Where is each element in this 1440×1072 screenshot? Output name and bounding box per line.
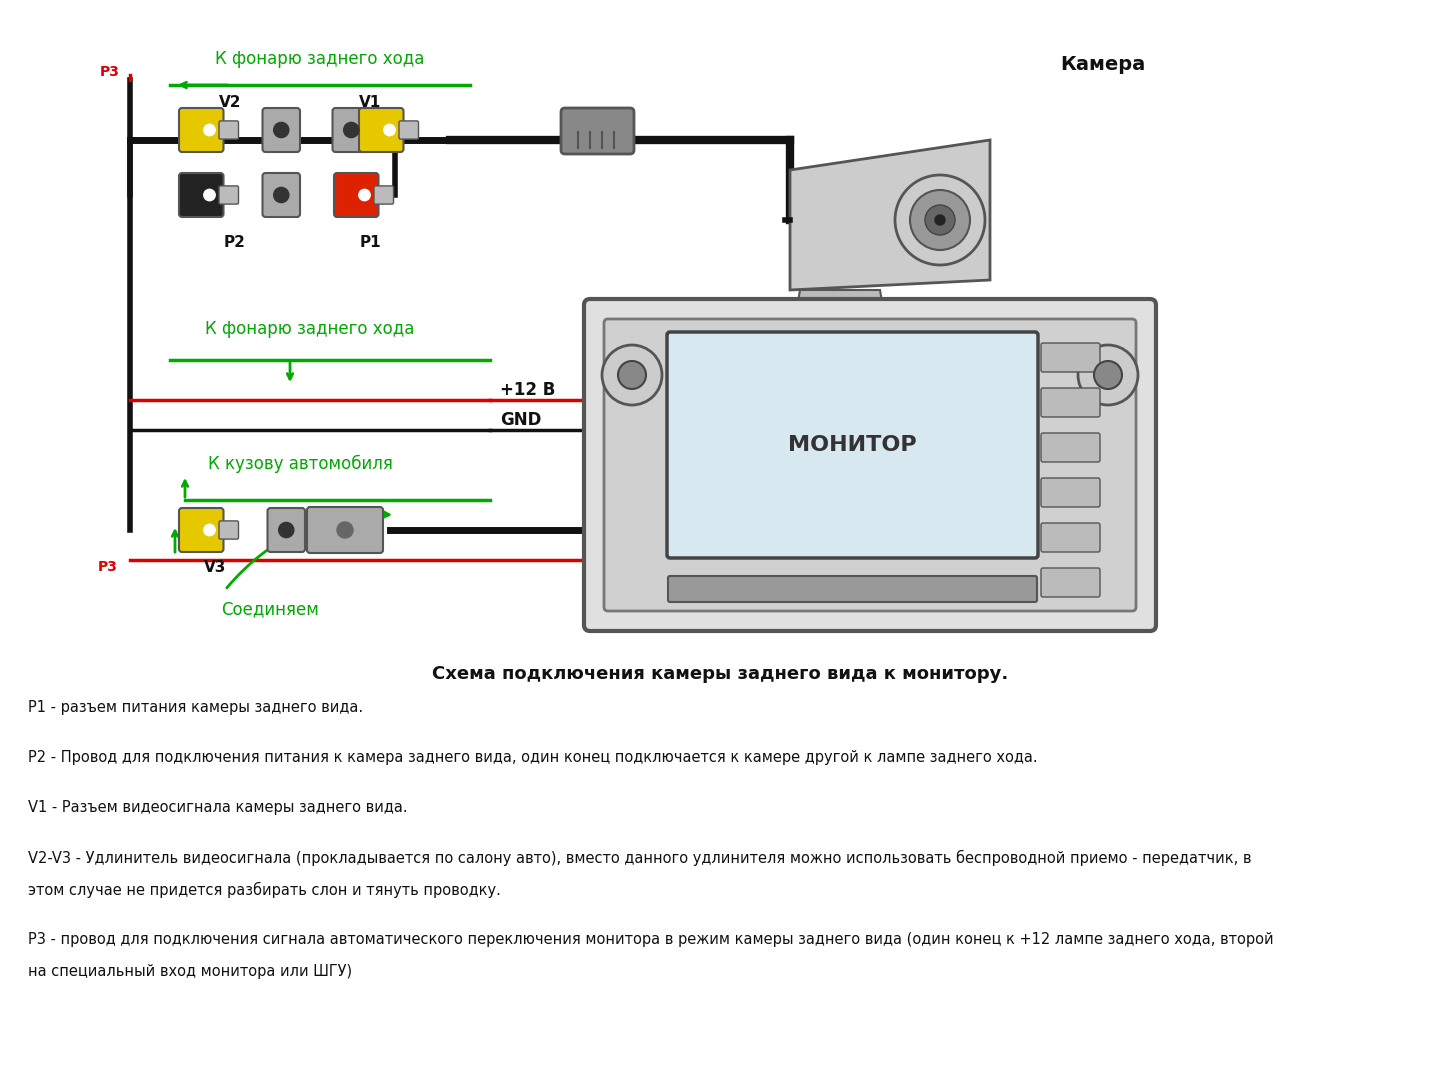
FancyBboxPatch shape	[219, 521, 239, 539]
Text: V3: V3	[204, 560, 226, 575]
Text: V2-V3 - Удлинитель видеосигнала (прокладывается по салону авто), вместо данного : V2-V3 - Удлинитель видеосигнала (проклад…	[27, 850, 1251, 866]
Text: К фонарю заднего хода: К фонарю заднего хода	[206, 321, 415, 338]
Circle shape	[935, 215, 945, 225]
Text: на специальный вход монитора или ШГУ): на специальный вход монитора или ШГУ)	[27, 964, 353, 979]
Text: P3: P3	[98, 560, 118, 574]
FancyBboxPatch shape	[1041, 568, 1100, 597]
Text: +12 В: +12 В	[500, 381, 556, 399]
Text: P2 - Провод для подключения питания к камера заднего вида, один конец подключает: P2 - Провод для подключения питания к ка…	[27, 750, 1038, 765]
FancyBboxPatch shape	[374, 185, 393, 204]
FancyBboxPatch shape	[179, 173, 223, 217]
Circle shape	[618, 361, 647, 389]
Polygon shape	[791, 291, 890, 349]
FancyBboxPatch shape	[262, 173, 300, 217]
Text: GND: GND	[500, 411, 541, 429]
Circle shape	[1079, 345, 1138, 405]
FancyBboxPatch shape	[219, 121, 239, 139]
FancyBboxPatch shape	[262, 108, 300, 152]
FancyBboxPatch shape	[179, 508, 223, 552]
Circle shape	[896, 175, 985, 265]
Text: P1 - разъем питания камеры заднего вида.: P1 - разъем питания камеры заднего вида.	[27, 700, 363, 715]
Circle shape	[279, 522, 294, 537]
FancyBboxPatch shape	[603, 319, 1136, 611]
Circle shape	[274, 122, 289, 137]
FancyBboxPatch shape	[333, 108, 370, 152]
Text: Схема подключения камеры заднего вида к монитору.: Схема подключения камеры заднего вида к …	[432, 665, 1008, 683]
FancyBboxPatch shape	[179, 108, 223, 152]
FancyBboxPatch shape	[1041, 523, 1100, 552]
Polygon shape	[791, 140, 991, 291]
Text: Камера: Камера	[1060, 55, 1145, 74]
Text: V1: V1	[359, 95, 382, 110]
Text: К фонарю заднего хода: К фонарю заднего хода	[216, 50, 425, 68]
FancyBboxPatch shape	[219, 185, 239, 204]
Circle shape	[204, 124, 215, 136]
Text: P1: P1	[359, 235, 380, 250]
Circle shape	[924, 205, 955, 235]
Text: этом случае не придется разбирать слон и тянуть проводку.: этом случае не придется разбирать слон и…	[27, 882, 501, 898]
Circle shape	[910, 190, 971, 250]
FancyBboxPatch shape	[668, 576, 1037, 602]
FancyBboxPatch shape	[1041, 388, 1100, 417]
Text: Соединяем: Соединяем	[222, 600, 318, 617]
FancyBboxPatch shape	[667, 332, 1038, 559]
Circle shape	[337, 522, 353, 538]
FancyBboxPatch shape	[1041, 343, 1100, 372]
FancyBboxPatch shape	[399, 121, 419, 139]
Circle shape	[384, 124, 395, 136]
Circle shape	[204, 524, 215, 536]
FancyBboxPatch shape	[334, 173, 379, 217]
FancyBboxPatch shape	[359, 108, 403, 152]
FancyBboxPatch shape	[562, 108, 634, 154]
FancyBboxPatch shape	[1041, 433, 1100, 462]
Text: V1 - Разъем видеосигнала камеры заднего вида.: V1 - Разъем видеосигнала камеры заднего …	[27, 800, 408, 815]
Text: МОНИТОР: МОНИТОР	[788, 435, 917, 455]
Text: P3: P3	[101, 65, 120, 79]
Text: P3 - провод для подключения сигнала автоматического переключения монитора в режи: P3 - провод для подключения сигнала авто…	[27, 932, 1273, 947]
Circle shape	[602, 345, 662, 405]
FancyBboxPatch shape	[1041, 478, 1100, 507]
Circle shape	[204, 190, 215, 200]
FancyBboxPatch shape	[307, 507, 383, 553]
Text: К кузову автомобиля: К кузову автомобиля	[207, 455, 393, 473]
Text: V2: V2	[219, 95, 242, 110]
Circle shape	[344, 122, 359, 137]
Circle shape	[359, 190, 370, 200]
Circle shape	[1094, 361, 1122, 389]
Circle shape	[274, 188, 289, 203]
FancyBboxPatch shape	[585, 299, 1156, 631]
FancyBboxPatch shape	[268, 508, 305, 552]
Text: P2: P2	[225, 235, 246, 250]
